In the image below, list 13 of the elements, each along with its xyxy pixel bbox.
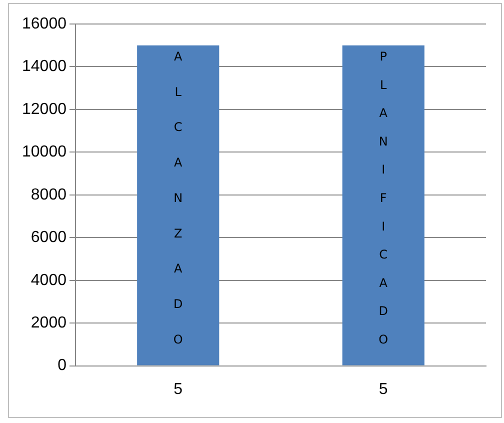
- y-tick-label: 10000: [22, 144, 67, 161]
- text: ALCANZADO: [173, 49, 183, 346]
- y-tick-label: 12000: [22, 100, 67, 118]
- y-tick-label: 4000: [30, 272, 67, 289]
- x-tick-label: 5: [378, 380, 388, 398]
- y-tick-label: 14000: [22, 58, 67, 76]
- y-tick-label: 2000: [30, 314, 67, 332]
- text: PLANIFICADO: [378, 49, 388, 346]
- y-tick-label: 8000: [30, 186, 67, 204]
- y-tick-label: 0: [58, 357, 67, 374]
- y-tick-label: 6000: [30, 229, 67, 246]
- y-tick-label: 16000: [22, 15, 67, 32]
- x-tick-label: 5: [174, 380, 183, 398]
